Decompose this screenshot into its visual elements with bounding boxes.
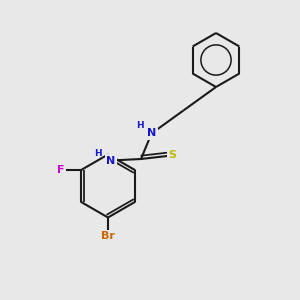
Text: S: S [169, 150, 176, 161]
Text: N: N [106, 155, 116, 166]
Text: H: H [94, 149, 102, 158]
Text: H: H [136, 121, 144, 130]
Text: F: F [58, 165, 65, 175]
Text: Br: Br [101, 231, 115, 241]
Text: N: N [147, 128, 156, 139]
